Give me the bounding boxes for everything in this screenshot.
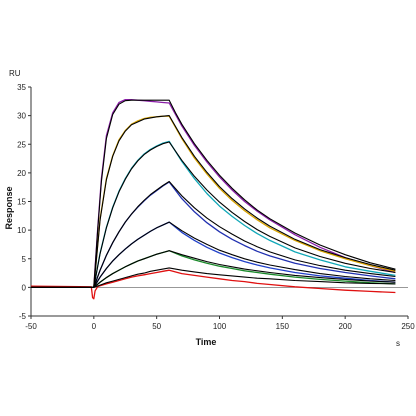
y-tick-label: 30 [17, 112, 26, 121]
sensorgram-curve-3 [31, 181, 396, 289]
x-tick-label: 0 [92, 322, 97, 331]
y-tick-label: 5 [22, 255, 27, 264]
x-tick-label: 50 [152, 322, 161, 331]
x-tick-label: 200 [338, 322, 352, 331]
y-tick-label: 15 [17, 198, 26, 207]
sensorgram-curve-2 [31, 140, 396, 289]
fit-curve-8 [31, 115, 396, 288]
fit-curve-9 [31, 141, 396, 288]
y-axis-title: Response [4, 186, 14, 229]
y-tick-label: -5 [19, 312, 27, 321]
y-tick-label: 35 [17, 83, 26, 92]
x-tick-label: -50 [25, 322, 37, 331]
x-axis-title: Time [196, 337, 217, 347]
fit-curve-13 [31, 267, 396, 288]
x-tick-label: 100 [213, 322, 227, 331]
fit-curve-7 [31, 99, 396, 288]
x-tick-label: 250 [401, 322, 415, 331]
y-tick-label: 20 [17, 169, 26, 178]
x-tick-label: 150 [276, 322, 290, 331]
fit-curve-11 [31, 221, 396, 288]
y-tick-label: 10 [17, 226, 26, 235]
fit-curve-12 [31, 250, 396, 288]
x-unit-label: s [396, 339, 400, 348]
y-unit-label: RU [9, 69, 21, 78]
y-tick-label: 25 [17, 140, 26, 149]
y-tick-label: 0 [22, 283, 27, 292]
series-layer [30, 98, 396, 300]
sensorgram-curve-0 [31, 98, 396, 289]
fit-curve-10 [31, 180, 396, 288]
sensorgram-curve-6 [30, 269, 396, 300]
